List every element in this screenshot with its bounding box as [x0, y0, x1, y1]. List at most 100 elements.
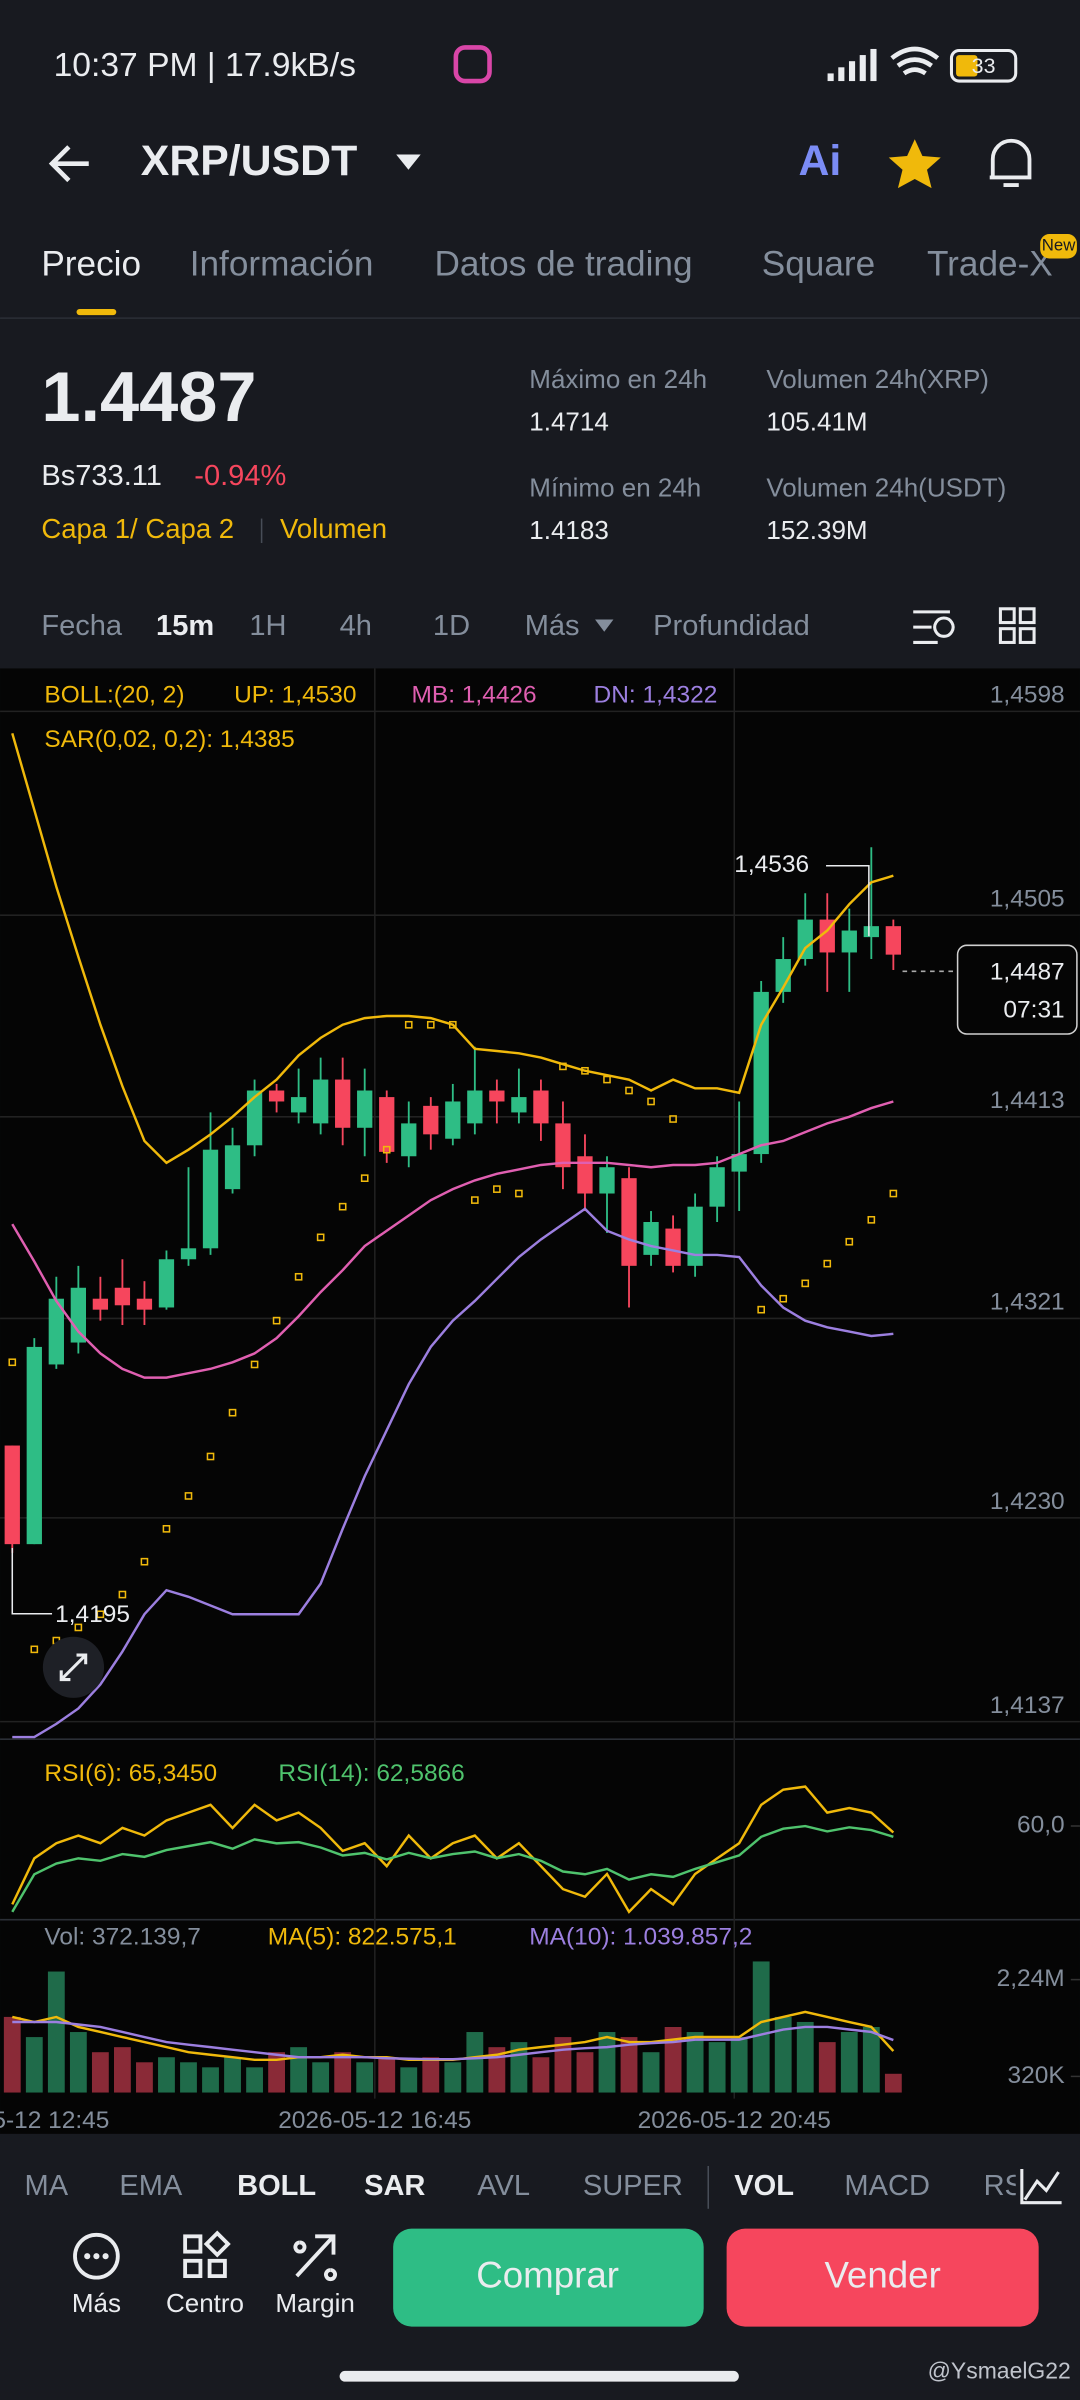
action-label[interactable]: Centro	[166, 2288, 244, 2318]
sar-dot	[74, 1623, 83, 1632]
indicator-tab[interactable]: SAR	[364, 2170, 425, 2202]
volume-bar	[158, 2057, 175, 2093]
stat-value: 105.41M	[766, 407, 867, 437]
last-price-tag: 1,4487	[990, 958, 1065, 985]
pair-title[interactable]: XRP/USDT	[141, 137, 357, 185]
volume-title: Vol: 372.139,7	[44, 1924, 200, 1951]
plot: 1,4598 1,4505 1,4413 1,4321 1,4230 1,4137 60,0…	[0, 682, 1080, 2093]
interval[interactable]: 15m	[156, 610, 214, 642]
sar-dot	[448, 1020, 457, 1029]
buy-button[interactable]	[393, 2228, 704, 2327]
candle-body	[555, 1123, 571, 1168]
interval[interactable]: 1D	[433, 610, 470, 642]
legend-entry: SAR(0,02, 0,2): 1,4385	[44, 726, 294, 753]
tab[interactable]: Precio	[41, 244, 141, 283]
sell-label[interactable]: Vender	[824, 2254, 940, 2295]
sar-dot	[581, 1066, 589, 1075]
indicator-tab[interactable]: MA	[25, 2170, 69, 2202]
favorite-button[interactable]	[888, 139, 941, 189]
more-icon[interactable]	[73, 2232, 120, 2280]
sar-dot	[515, 1189, 523, 1198]
indicator-tab[interactable]: BOLL	[237, 2170, 316, 2202]
volume-bar	[113, 2047, 131, 2093]
sar-dot	[647, 1097, 655, 1106]
x-tick-label: 2026-05-12 20:45	[638, 2107, 831, 2134]
sar-dot	[360, 1174, 369, 1183]
back-button[interactable]	[48, 145, 89, 183]
margin-icon[interactable]	[293, 2234, 337, 2281]
tag[interactable]: Capa 1/ Capa 2	[41, 513, 234, 544]
indicator-tab[interactable]: AVL	[477, 2170, 530, 2202]
candle-body	[268, 1090, 285, 1102]
sar-dot	[184, 1492, 193, 1500]
layout-button[interactable]	[998, 607, 1036, 644]
tag[interactable]: Volumen	[280, 513, 387, 544]
legend-entry: DN: 1,4322	[594, 681, 718, 708]
volume-bar	[400, 2067, 418, 2093]
volume-bar	[642, 2052, 660, 2093]
watermark: @YsmaelG22	[928, 2358, 1071, 2384]
indicator-tab[interactable]: EMA	[119, 2170, 183, 2202]
sar-dot	[603, 1075, 611, 1084]
volume-bar	[3, 2016, 21, 2093]
rsi-line	[11, 1824, 894, 1913]
interval[interactable]: Profundidad	[653, 610, 810, 642]
tab[interactable]: Información	[190, 244, 374, 283]
candle-body	[224, 1145, 241, 1190]
sar-dot	[30, 1645, 39, 1654]
buy-label[interactable]: Comprar	[476, 2254, 619, 2295]
candle-body	[136, 1298, 153, 1310]
indicator-tab[interactable]: SUPER	[583, 2170, 683, 2202]
volume-bar	[224, 2057, 241, 2093]
volume-bar	[598, 2032, 616, 2093]
interval[interactable]: 1H	[249, 610, 286, 642]
chart-settings[interactable]	[913, 610, 955, 644]
interval[interactable]: Más	[525, 610, 580, 642]
sar-dot	[294, 1272, 303, 1281]
candle-body	[665, 1228, 681, 1266]
indicator-settings[interactable]	[1020, 2169, 1062, 2205]
center-icon[interactable]	[183, 2230, 231, 2279]
volume-bar	[752, 1961, 770, 2093]
last-price-box	[956, 944, 1078, 1035]
candle-body	[26, 1346, 42, 1545]
volume-bar	[378, 2057, 396, 2093]
sar-dot	[338, 1202, 347, 1211]
volume-bar	[422, 2057, 440, 2093]
legend-entry: MA(5): 822.575,1	[268, 1924, 457, 1951]
bell-button[interactable]	[989, 138, 1032, 187]
volume-bar	[47, 1971, 65, 2093]
candle-body	[180, 1248, 197, 1260]
action-label[interactable]: Margin	[275, 2288, 354, 2318]
expand-icon	[59, 1653, 88, 1682]
candle-body	[202, 1149, 219, 1249]
candle-body	[401, 1123, 417, 1157]
stat-value: 1.4183	[529, 515, 609, 545]
price-change: -0.94%	[194, 460, 286, 492]
action-label[interactable]: Más	[72, 2288, 121, 2318]
more-dropdown[interactable]	[595, 619, 614, 632]
ai-button[interactable]: Ai	[799, 137, 842, 185]
interval[interactable]: 4h	[340, 610, 372, 642]
candle-body	[246, 1090, 263, 1146]
y-tick-label: 1,4598	[990, 682, 1065, 709]
volume-bar	[818, 2042, 836, 2093]
tab[interactable]: Trade-X	[927, 244, 1053, 283]
indicator-tab[interactable]: RSI	[984, 2170, 1032, 2202]
interval[interactable]: Fecha	[41, 610, 123, 642]
pair-dropdown[interactable]	[396, 154, 421, 170]
candle-body	[775, 959, 791, 992]
indicator-tab[interactable]: VOL	[734, 2170, 794, 2202]
indicator-tab[interactable]: MACD	[844, 2170, 930, 2202]
tab[interactable]: Datos de trading	[434, 244, 692, 283]
volume-bar	[246, 2067, 263, 2093]
volume-bar	[91, 2052, 109, 2093]
volume-bar	[774, 2016, 792, 2093]
volume-bar	[466, 2032, 484, 2093]
volume-bar	[840, 2032, 858, 2093]
indicator-bar	[0, 2141, 1080, 2231]
tab[interactable]: Square	[762, 244, 875, 283]
candle-body	[731, 1154, 747, 1172]
sell-button[interactable]	[726, 2228, 1039, 2327]
